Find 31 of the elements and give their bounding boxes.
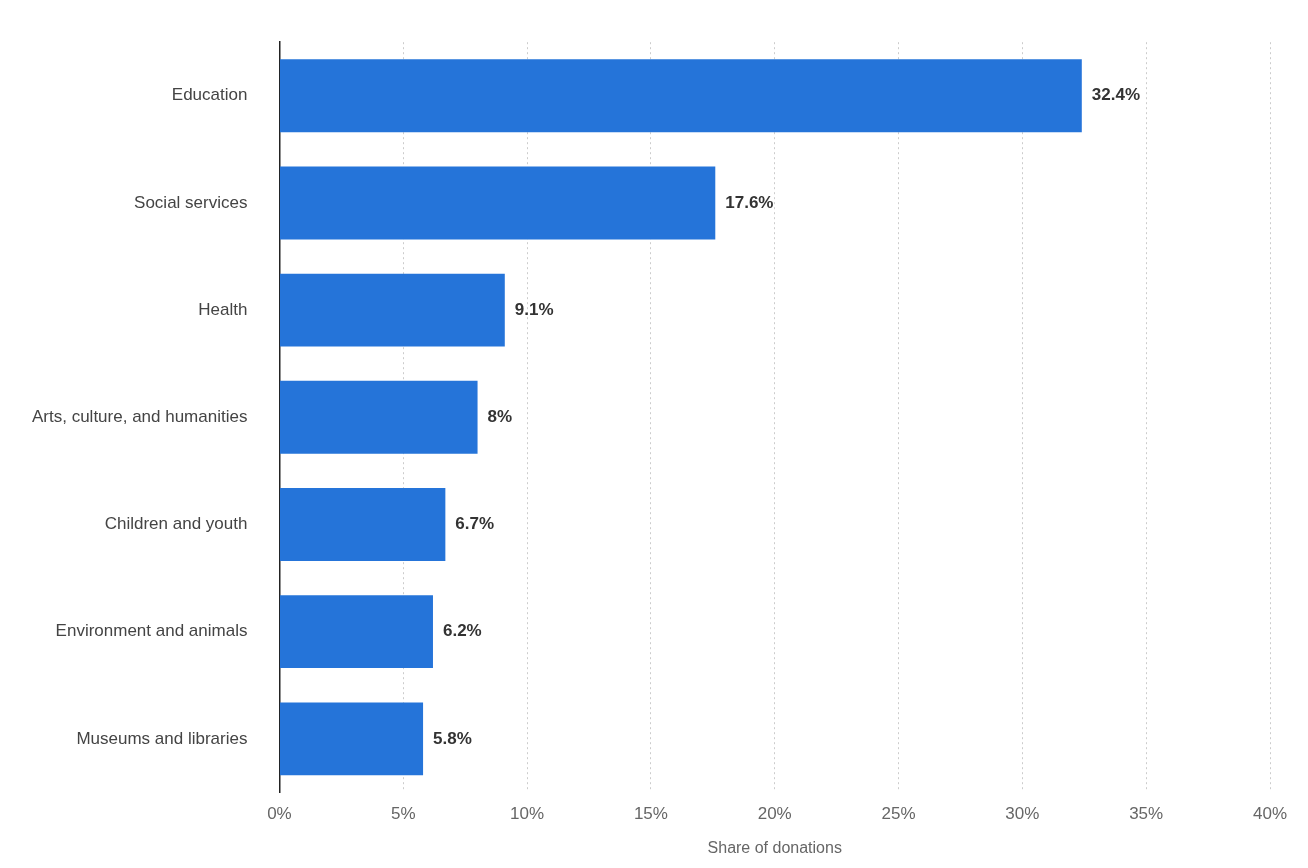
x-tick-label: 30%	[1005, 804, 1040, 824]
x-tick-label: 10%	[510, 804, 545, 824]
bar	[279, 166, 716, 240]
bar	[279, 380, 478, 454]
x-tick-label: 15%	[633, 804, 668, 824]
x-tick-label: 5%	[390, 804, 416, 824]
y-tick-label: Education	[171, 85, 248, 105]
x-axis-title: Share of donations	[707, 838, 842, 856]
x-tick-label: 40%	[1252, 804, 1288, 824]
data-label: 6.7%	[455, 514, 495, 534]
x-tick-label: 20%	[757, 804, 792, 824]
bar	[279, 595, 433, 669]
y-tick-label: Environment and animals	[55, 621, 248, 641]
x-tick-label: 0%	[267, 804, 292, 824]
bar	[279, 273, 505, 347]
bar	[279, 488, 446, 561]
y-tick-label: Children and youth	[104, 514, 248, 534]
y-tick-label: Museums and libraries	[76, 728, 248, 748]
y-tick-label: Social services	[134, 192, 248, 212]
data-label: 9.1%	[514, 299, 554, 319]
x-tick-label: 35%	[1129, 804, 1164, 824]
data-label: 8%	[487, 406, 513, 426]
x-tick-label: 25%	[881, 804, 916, 824]
bar	[279, 59, 1082, 133]
data-label: 5.8%	[433, 728, 472, 748]
y-tick-label: Arts, culture, and humanities	[31, 406, 248, 426]
data-label: 17.6%	[725, 192, 774, 212]
data-label: 6.2%	[442, 621, 482, 641]
y-tick-label: Health	[198, 299, 248, 319]
data-label: 32.4%	[1091, 85, 1140, 105]
bar	[279, 702, 424, 776]
